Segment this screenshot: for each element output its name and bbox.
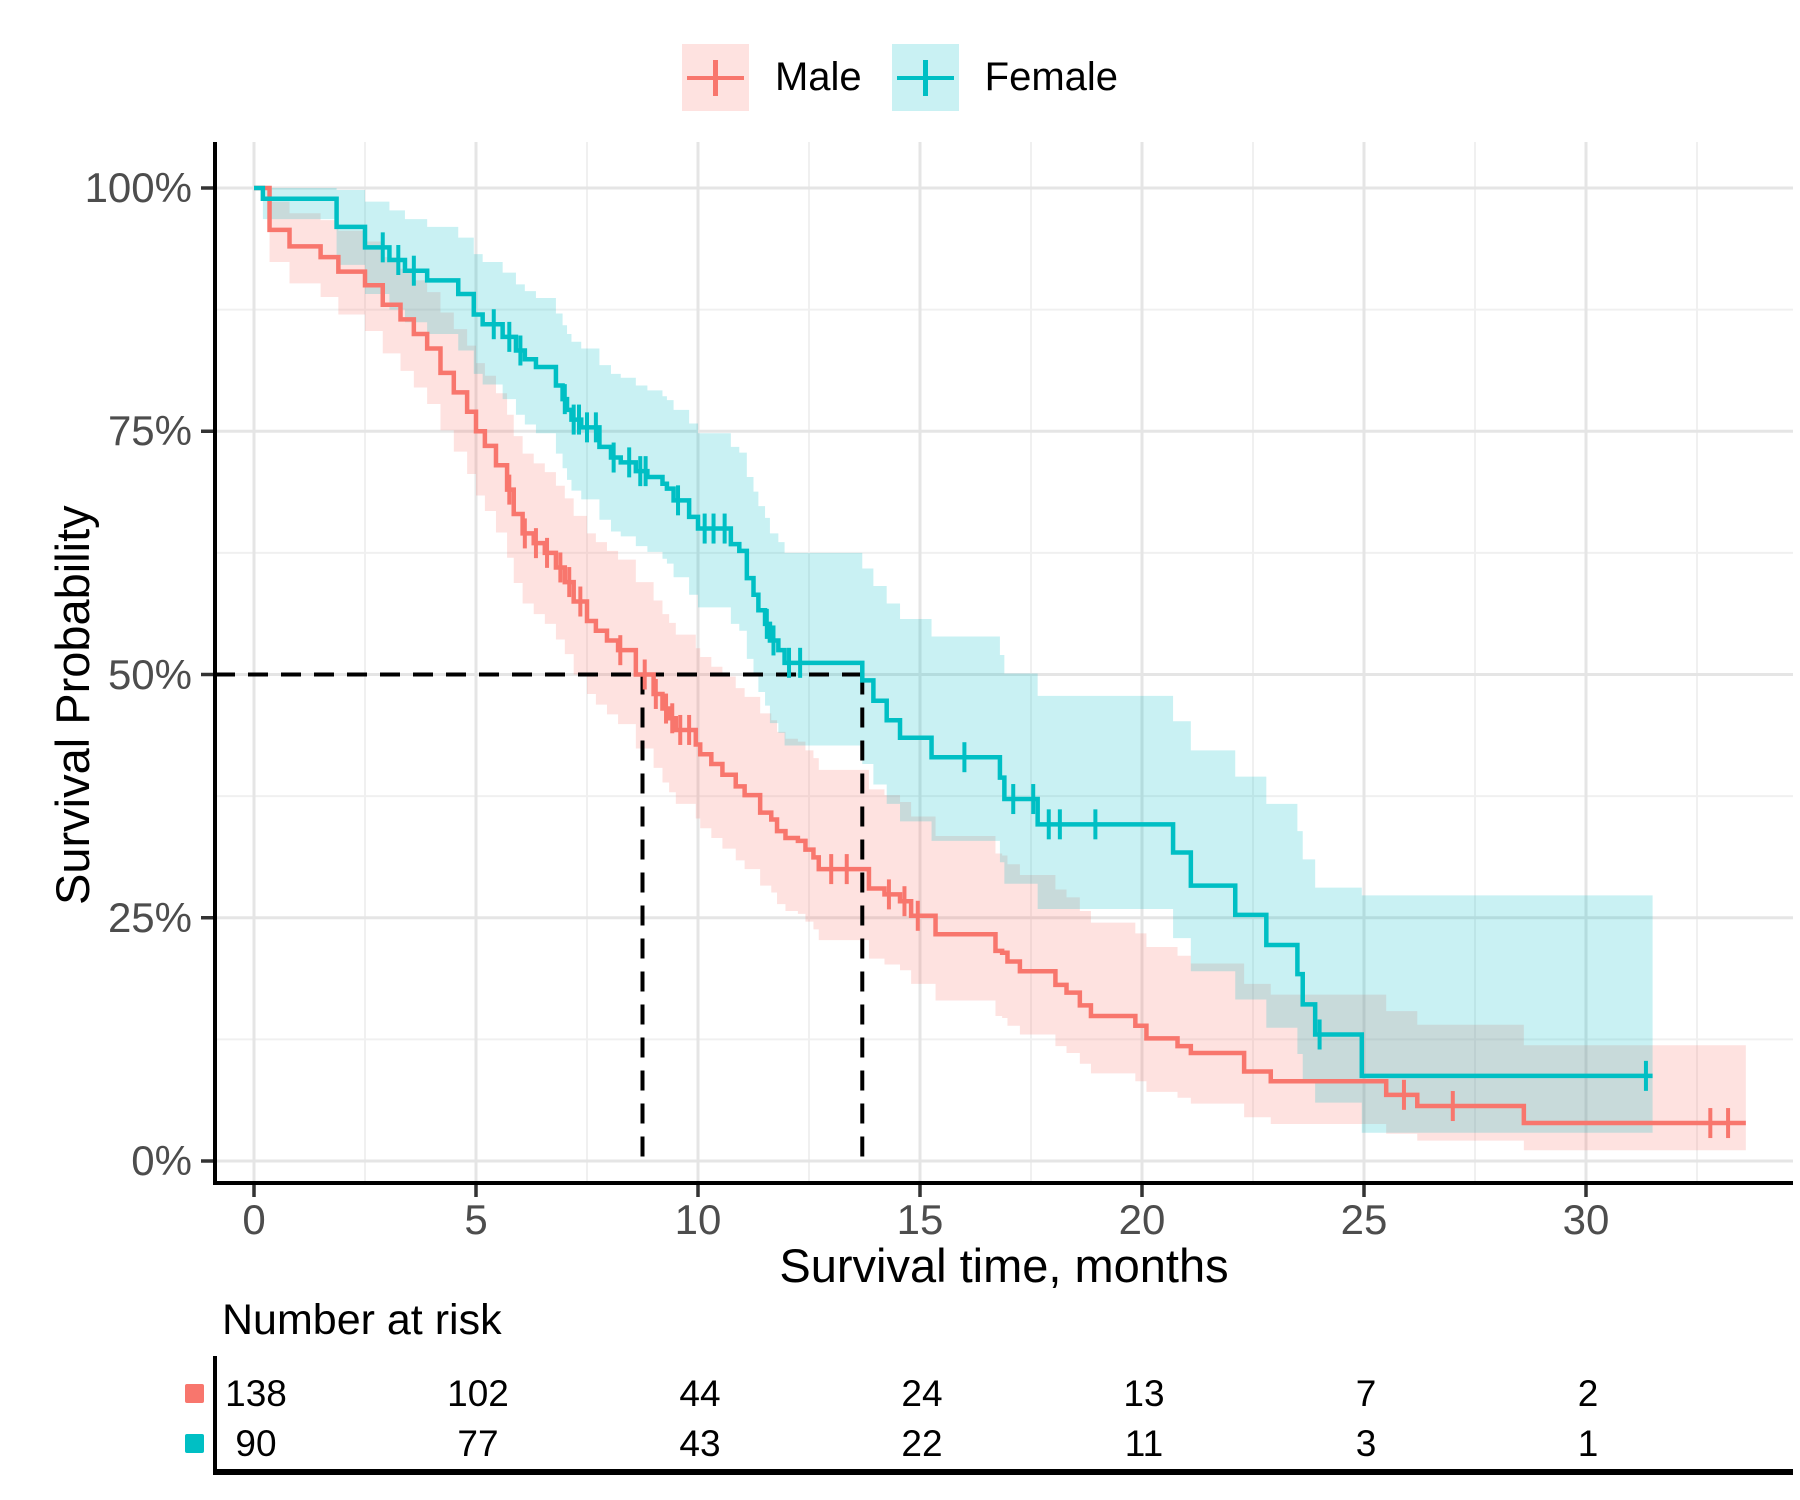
male-confidence-band (254, 188, 1746, 1151)
x-axis-title: Survival time, months (779, 1239, 1229, 1292)
risk-count-female-15: 22 (901, 1423, 943, 1464)
risk-count-male-5: 102 (447, 1373, 509, 1414)
y-axis-title: Survival Probability (46, 505, 99, 905)
y-tick-label-100: 100% (84, 164, 192, 211)
y-tick-label-75: 75% (107, 407, 192, 455)
risk-count-female-5: 77 (457, 1423, 499, 1464)
legend-item-female: Female (891, 44, 1119, 111)
risk-count-male-20: 13 (1123, 1373, 1165, 1414)
female-survival-curve (254, 185, 1653, 1079)
risk-count-male-25: 7 (1355, 1373, 1377, 1414)
male-survival-curve (254, 185, 1746, 1126)
female-confidence-band (254, 188, 1653, 1133)
risk-count-female-20: 11 (1124, 1423, 1164, 1464)
risk-row-key-female (185, 1434, 204, 1453)
x-tick-label-25: 25 (1340, 1196, 1388, 1243)
x-tick-label-20: 20 (1118, 1196, 1166, 1243)
risk-count-female-30: 1 (1577, 1423, 1599, 1464)
x-tick-label-5: 5 (464, 1196, 488, 1243)
legend-item-male: Male (681, 44, 862, 111)
legend: Male Female (0, 44, 1800, 111)
risk-count-male-0: 138 (225, 1373, 287, 1414)
male-censor-key-icon (681, 44, 749, 111)
legend-label-female: Female (984, 55, 1119, 99)
x-tick-label-10: 10 (674, 1196, 722, 1243)
legend-label-male: Male (774, 55, 862, 99)
risk-table-title: Number at risk (222, 1296, 502, 1344)
risk-count-male-30: 2 (1577, 1373, 1599, 1414)
y-tick-label-50: 50% (107, 650, 192, 698)
x-tick-label-15: 15 (896, 1196, 944, 1243)
risk-count-female-25: 3 (1355, 1423, 1377, 1464)
risk-count-male-10: 44 (679, 1373, 721, 1414)
y-tick-label-0: 0% (131, 1137, 192, 1184)
risk-count-female-10: 43 (679, 1423, 721, 1464)
female-censor-key-icon (891, 44, 959, 111)
x-tick-label-30: 30 (1562, 1196, 1610, 1243)
risk-row-key-male (185, 1384, 204, 1403)
risk-count-female-0: 90 (235, 1423, 277, 1464)
y-tick-label-25: 25% (107, 893, 192, 941)
x-tick-label-0: 0 (242, 1196, 266, 1243)
risk-count-male-15: 24 (901, 1373, 943, 1414)
